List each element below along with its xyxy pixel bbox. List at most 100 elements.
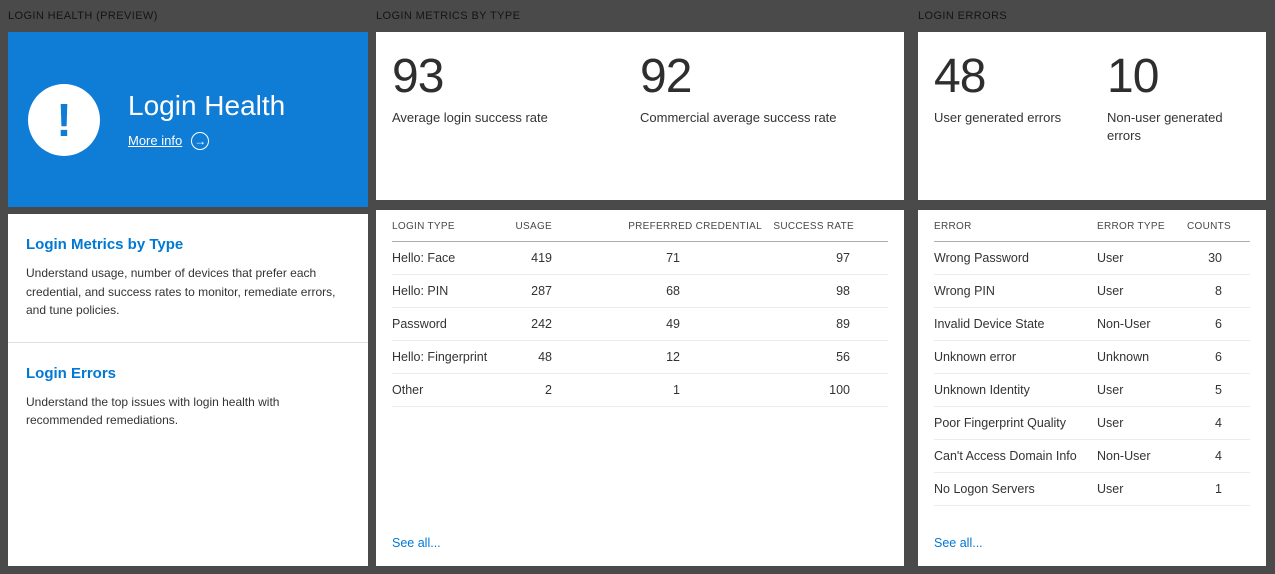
see-all-link[interactable]: See all... <box>934 536 983 550</box>
exclamation-glyph: ! <box>56 93 72 146</box>
cell-error: No Logon Servers <box>934 482 1035 496</box>
table-row[interactable]: Invalid Device State Non-User 6 <box>934 308 1250 341</box>
cell-error-type: Non-User <box>1097 317 1151 331</box>
cell-counts: 4 <box>1215 449 1222 463</box>
stat-user-errors: 48 User generated errors <box>934 50 1107 180</box>
cell-error-type: Non-User <box>1097 449 1151 463</box>
metrics-stat-card: 93 Average login success rate 92 Commerc… <box>376 32 904 200</box>
cell-success-rate: 98 <box>836 284 850 298</box>
cell-counts: 6 <box>1215 317 1222 331</box>
cell-error: Unknown Identity <box>934 383 1030 397</box>
column-header: LOGIN TYPE <box>392 221 455 232</box>
column-header: PREFERRED CREDENTIAL <box>628 221 762 232</box>
column-header: SUCCESS RATE <box>773 221 854 232</box>
table-row[interactable]: Hello: Fingerprint 48 12 56 <box>392 341 888 374</box>
cell-login-type: Password <box>392 317 447 331</box>
stat-commercial-success-rate: 92 Commercial average success rate <box>640 50 888 180</box>
cell-usage: 419 <box>531 251 552 265</box>
column-header: ERROR <box>934 221 972 232</box>
table-row[interactable]: Hello: Face 419 71 97 <box>392 242 888 275</box>
cell-counts: 30 <box>1208 251 1222 265</box>
cell-login-type: Hello: Fingerprint <box>392 350 488 364</box>
cell-login-type: Hello: PIN <box>392 284 449 298</box>
cell-usage: 48 <box>538 350 552 364</box>
cell-usage: 287 <box>531 284 552 298</box>
warning-icon: ! <box>28 83 100 156</box>
cell-error: Wrong Password <box>934 251 1029 265</box>
cell-success-rate: 97 <box>836 251 850 265</box>
table-row[interactable]: Hello: PIN 287 68 98 <box>392 275 888 308</box>
column-header: USAGE <box>515 221 552 232</box>
stat-label: Commercial average success rate <box>640 110 837 126</box>
info-section-description: Understand usage, number of devices that… <box>26 266 336 318</box>
cell-usage: 2 <box>545 383 552 397</box>
table-row[interactable]: Wrong PIN User 8 <box>934 275 1250 308</box>
table-row[interactable]: Password 242 49 89 <box>392 308 888 341</box>
login-metrics-table: LOGIN TYPE USAGE PREFERRED CREDENTIAL SU… <box>376 210 904 566</box>
table-row[interactable]: No Logon Servers User 1 <box>934 473 1250 506</box>
cell-counts: 6 <box>1215 350 1222 364</box>
section-header-login-health: LOGIN HEALTH (PREVIEW) <box>8 10 158 22</box>
stat-label: Non-user generated errors <box>1107 110 1223 143</box>
info-section-title: Login Metrics by Type <box>26 236 184 253</box>
column-header: ERROR TYPE <box>1097 221 1165 232</box>
banner-title: Login Health <box>128 89 286 121</box>
info-panel: Login Metrics by Type Understand usage, … <box>8 214 368 566</box>
table-row[interactable]: Other 2 1 100 <box>392 374 888 407</box>
cell-preferred-credential: 49 <box>666 317 680 331</box>
cell-usage: 242 <box>531 317 552 331</box>
cell-success-rate: 100 <box>829 383 850 397</box>
stat-label: User generated errors <box>934 110 1062 126</box>
cell-error: Poor Fingerprint Quality <box>934 416 1067 430</box>
stat-label: Average login success rate <box>392 110 548 126</box>
cell-error-type: User <box>1097 482 1124 496</box>
more-info-link[interactable]: More info <box>128 133 183 148</box>
cell-error: Unknown error <box>934 350 1016 364</box>
cell-error-type: User <box>1097 284 1124 298</box>
stat-value: 10 <box>1107 50 1159 103</box>
login-errors-table: ERROR ERROR TYPE COUNTS Wrong Password U… <box>918 210 1266 566</box>
cell-error-type: User <box>1097 383 1124 397</box>
cell-preferred-credential: 68 <box>666 284 680 298</box>
cell-preferred-credential: 12 <box>666 350 680 364</box>
cell-counts: 5 <box>1215 383 1222 397</box>
arrow-right-icon[interactable]: → <box>191 131 210 150</box>
login-health-tile[interactable]: ! Login Health More info → <box>8 32 368 207</box>
cell-login-type: Hello: Face <box>392 251 456 265</box>
section-header-login-errors: LOGIN ERRORS <box>918 10 1008 22</box>
stat-value: 92 <box>640 50 692 103</box>
cell-counts: 8 <box>1215 284 1222 298</box>
column-login-metrics: LOGIN METRICS BY TYPE 93 Average login s… <box>376 0 904 574</box>
cell-error-type: Unknown <box>1097 350 1150 364</box>
stat-average-success-rate: 93 Average login success rate <box>392 51 640 180</box>
table-row[interactable]: Wrong Password User 30 <box>934 242 1250 275</box>
nav-login-metrics-by-type[interactable]: Login Metrics by Type Understand usage, … <box>8 214 368 342</box>
cell-error-type: User <box>1097 416 1124 430</box>
info-section-title: Login Errors <box>26 364 117 382</box>
section-header-login-metrics: LOGIN METRICS BY TYPE <box>376 10 521 22</box>
cell-error-type: User <box>1097 251 1124 265</box>
column-login-errors: LOGIN ERRORS 48 User generated errors 10… <box>918 0 1266 574</box>
cell-preferred-credential: 71 <box>666 251 680 265</box>
nav-login-errors[interactable]: Login Errors Understand the top issues w… <box>8 341 368 566</box>
cell-preferred-credential: 1 <box>673 383 680 397</box>
info-section-description: Understand the top issues with login hea… <box>26 394 280 428</box>
banner-text: Login Health More info → <box>128 90 285 150</box>
table-row[interactable]: Unknown Identity User 5 <box>934 374 1250 407</box>
cell-counts: 4 <box>1215 416 1222 430</box>
stat-value: 48 <box>934 50 986 103</box>
table-header-row: LOGIN TYPE USAGE PREFERRED CREDENTIAL SU… <box>392 210 888 242</box>
cell-login-type: Other <box>392 383 424 397</box>
errors-stat-card: 48 User generated errors 10 Non-user gen… <box>918 32 1266 200</box>
table-row[interactable]: Unknown error Unknown 6 <box>934 341 1250 374</box>
table-row[interactable]: Can't Access Domain Info Non-User 4 <box>934 440 1250 473</box>
more-info-row: More info → <box>128 131 285 150</box>
cell-success-rate: 56 <box>836 350 850 364</box>
cell-success-rate: 89 <box>836 317 850 331</box>
see-all-link[interactable]: See all... <box>392 536 441 550</box>
table-row[interactable]: Poor Fingerprint Quality User 4 <box>934 407 1250 440</box>
cell-counts: 1 <box>1215 482 1222 496</box>
cell-error: Wrong PIN <box>934 284 995 298</box>
cell-error: Can't Access Domain Info <box>934 449 1077 463</box>
